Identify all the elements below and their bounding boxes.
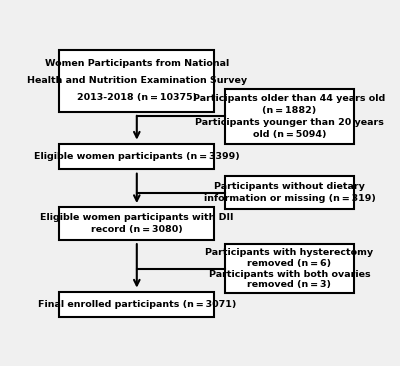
FancyBboxPatch shape <box>225 244 354 293</box>
FancyBboxPatch shape <box>225 176 354 209</box>
FancyBboxPatch shape <box>225 89 354 144</box>
Text: Participants older than 44 years old: Participants older than 44 years old <box>193 94 386 103</box>
Text: Health and Nutrition Examination Survey: Health and Nutrition Examination Survey <box>27 76 247 85</box>
Text: 2013-2018 (n = 10375): 2013-2018 (n = 10375) <box>77 93 197 102</box>
Text: Participants younger than 20 years: Participants younger than 20 years <box>195 118 384 127</box>
Text: information or missing (n = 319): information or missing (n = 319) <box>204 194 376 203</box>
FancyBboxPatch shape <box>59 144 214 169</box>
Text: Final enrolled participants (n = 3071): Final enrolled participants (n = 3071) <box>38 300 236 309</box>
FancyBboxPatch shape <box>59 292 214 317</box>
Text: removed (n = 6): removed (n = 6) <box>248 259 332 268</box>
Text: Women Participants from National: Women Participants from National <box>45 59 229 68</box>
Text: record (n = 3080): record (n = 3080) <box>91 225 183 234</box>
Text: Eligible women participants (n = 3399): Eligible women participants (n = 3399) <box>34 152 240 161</box>
Text: old (n = 5094): old (n = 5094) <box>253 130 326 139</box>
FancyBboxPatch shape <box>59 49 214 112</box>
Text: (n = 1882): (n = 1882) <box>262 106 317 115</box>
Text: removed (n = 3): removed (n = 3) <box>248 280 332 289</box>
Text: Participants without dietary: Participants without dietary <box>214 182 365 191</box>
Text: Eligible women participants with DII: Eligible women participants with DII <box>40 213 234 222</box>
Text: Participants with both ovaries: Participants with both ovaries <box>209 269 370 279</box>
Text: Participants with hysterectomy: Participants with hysterectomy <box>206 248 374 257</box>
FancyBboxPatch shape <box>59 208 214 240</box>
